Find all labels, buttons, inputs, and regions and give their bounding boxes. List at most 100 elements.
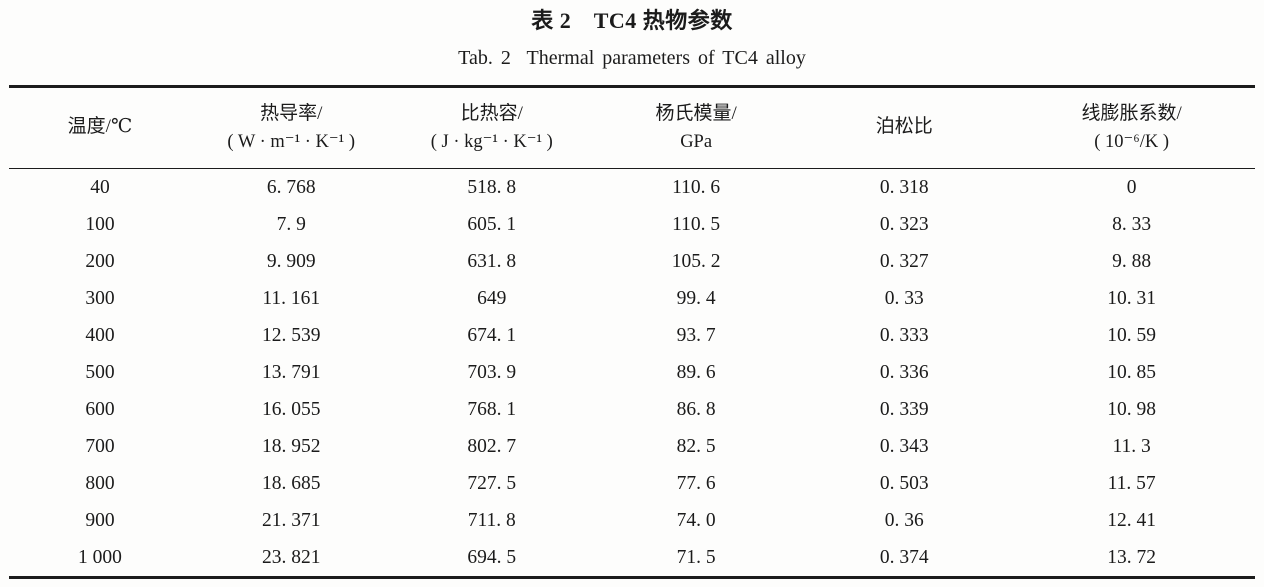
table-cell: 700 bbox=[85, 435, 115, 457]
table-header-row: 温度/℃ 热导率/ ( W · m⁻¹ · K⁻¹ ) 比热容/ ( J · k… bbox=[9, 87, 1255, 169]
table-cell: 649 bbox=[477, 287, 507, 309]
table-cell: 12. 41 bbox=[1107, 509, 1156, 531]
table-cell: 631. 8 bbox=[467, 250, 517, 272]
column-label: 杨氏模量/ bbox=[655, 103, 737, 124]
table-caption-en: Tab. 2 Thermal parameters of TC4 alloy bbox=[458, 47, 806, 69]
table-row: 600 16. 055 768. 1 86. 8 0. 339 10. 98 bbox=[9, 391, 1255, 428]
table-cell: 86. 8 bbox=[676, 398, 716, 420]
column-unit: GPa bbox=[680, 132, 713, 152]
table-cell: 0. 323 bbox=[879, 213, 929, 235]
table-cell: 11. 3 bbox=[1112, 435, 1151, 457]
table-cell: 11. 57 bbox=[1107, 472, 1156, 494]
column-label: 温度/℃ bbox=[67, 115, 133, 137]
table-cell: 71. 5 bbox=[676, 546, 716, 568]
column-header-linear-expansion: 线膨胀系数/ ( 10⁻⁶/K ) bbox=[1008, 87, 1255, 169]
table-cell: 100 bbox=[85, 213, 115, 235]
table-cell: 518. 8 bbox=[467, 176, 517, 198]
table-cell: 0. 327 bbox=[879, 250, 929, 272]
table-cell: 21. 371 bbox=[261, 509, 321, 531]
table-header: 温度/℃ 热导率/ ( W · m⁻¹ · K⁻¹ ) 比热容/ ( J · k… bbox=[9, 87, 1255, 169]
table-cell: 600 bbox=[85, 398, 115, 420]
table-row: 900 21. 371 711. 8 74. 0 0. 36 12. 41 bbox=[9, 502, 1255, 539]
table-cell: 703. 9 bbox=[467, 361, 517, 383]
column-header-specific-heat: 比热容/ ( J · kg⁻¹ · K⁻¹ ) bbox=[392, 87, 593, 169]
table-cell: 768. 1 bbox=[467, 398, 517, 420]
table-cell: 605. 1 bbox=[467, 213, 517, 235]
column-label: 比热容/ bbox=[460, 103, 523, 124]
column-label: 线膨胀系数/ bbox=[1081, 103, 1182, 124]
column-header-temperature: 温度/℃ bbox=[9, 87, 191, 169]
table-cell: 10. 85 bbox=[1107, 361, 1156, 383]
table-cell: 0. 503 bbox=[879, 472, 929, 494]
table-row: 200 9. 909 631. 8 105. 2 0. 327 9. 88 bbox=[9, 243, 1255, 280]
table-row: 40 6. 768 518. 8 110. 6 0. 318 0 bbox=[9, 169, 1255, 207]
table-cell: 77. 6 bbox=[676, 472, 716, 494]
column-header-thermal-conductivity: 热导率/ ( W · m⁻¹ · K⁻¹ ) bbox=[191, 87, 392, 169]
table-row: 500 13. 791 703. 9 89. 6 0. 336 10. 85 bbox=[9, 354, 1255, 391]
column-header-youngs-modulus: 杨氏模量/ GPa bbox=[592, 87, 800, 169]
table-cell: 93. 7 bbox=[676, 324, 716, 346]
table-cell: 12. 539 bbox=[261, 324, 321, 346]
table-captions: 表 2 TC4 热物参数 Tab. 2 Thermal parameters o… bbox=[0, 0, 1264, 71]
table-cell: 74. 0 bbox=[676, 509, 716, 531]
column-unit: ( J · kg⁻¹ · K⁻¹ ) bbox=[430, 132, 553, 152]
table-cell: 13. 791 bbox=[261, 361, 321, 383]
table-cell: 110. 5 bbox=[672, 213, 721, 235]
table-cell: 18. 952 bbox=[261, 435, 321, 457]
table-cell: 711. 8 bbox=[467, 509, 516, 531]
table-row: 100 7. 9 605. 1 110. 5 0. 323 8. 33 bbox=[9, 206, 1255, 243]
table-cell: 10. 98 bbox=[1107, 398, 1156, 420]
table-row: 1 000 23. 821 694. 5 71. 5 0. 374 13. 72 bbox=[9, 539, 1255, 578]
column-header-poissons-ratio: 泊松比 bbox=[800, 87, 1008, 169]
table-cell: 16. 055 bbox=[261, 398, 321, 420]
table-row: 800 18. 685 727. 5 77. 6 0. 503 11. 57 bbox=[9, 465, 1255, 502]
column-unit: ( 10⁻⁶/K ) bbox=[1094, 132, 1170, 152]
table-cell: 9. 88 bbox=[1112, 250, 1152, 272]
column-label: 热导率/ bbox=[260, 103, 323, 124]
table-cell: 82. 5 bbox=[676, 435, 716, 457]
table-cell: 802. 7 bbox=[467, 435, 517, 457]
table-body: 40 6. 768 518. 8 110. 6 0. 318 0 100 7. 9 605. 1… bbox=[9, 169, 1255, 578]
table-row: 400 12. 539 674. 1 93. 7 0. 333 10. 59 bbox=[9, 317, 1255, 354]
table-cell: 300 bbox=[85, 287, 115, 309]
table-cell: 674. 1 bbox=[467, 324, 517, 346]
table-cell: 7. 9 bbox=[276, 213, 306, 235]
table-cell: 727. 5 bbox=[467, 472, 517, 494]
table-cell: 110. 6 bbox=[672, 176, 721, 198]
table-cell: 10. 31 bbox=[1107, 287, 1156, 309]
table-cell: 40 bbox=[90, 176, 110, 198]
table-cell: 500 bbox=[85, 361, 115, 383]
table-cell: 13. 72 bbox=[1107, 546, 1156, 568]
table-cell: 6. 768 bbox=[266, 176, 316, 198]
table-row: 700 18. 952 802. 7 82. 5 0. 343 11. 3 bbox=[9, 428, 1255, 465]
table-cell: 18. 685 bbox=[261, 472, 321, 494]
table-cell: 10. 59 bbox=[1107, 324, 1156, 346]
table-cell: 0. 343 bbox=[879, 435, 929, 457]
table-cell: 0. 339 bbox=[879, 398, 929, 420]
table-cell: 900 bbox=[85, 509, 115, 531]
table-caption-zh: 表 2 TC4 热物参数 bbox=[531, 8, 733, 33]
table-cell: 9. 909 bbox=[266, 250, 316, 272]
table-cell: 200 bbox=[85, 250, 115, 272]
table-cell: 0. 33 bbox=[884, 287, 924, 309]
table-cell: 89. 6 bbox=[676, 361, 716, 383]
table-cell: 0. 374 bbox=[879, 546, 929, 568]
table-cell: 0 bbox=[1126, 176, 1137, 198]
table-cell: 0. 318 bbox=[879, 176, 929, 198]
table-cell: 11. 161 bbox=[262, 287, 321, 309]
table-cell: 99. 4 bbox=[676, 287, 716, 309]
table-cell: 8. 33 bbox=[1112, 213, 1152, 235]
column-label: 泊松比 bbox=[875, 115, 933, 137]
table-cell: 400 bbox=[85, 324, 115, 346]
table-cell: 0. 333 bbox=[879, 324, 929, 346]
thermal-parameters-table: 温度/℃ 热导率/ ( W · m⁻¹ · K⁻¹ ) 比热容/ ( J · k… bbox=[9, 85, 1255, 579]
table-row: 300 11. 161 649 99. 4 0. 33 10. 31 bbox=[9, 280, 1255, 317]
table-cell: 800 bbox=[85, 472, 115, 494]
table-cell: 694. 5 bbox=[467, 546, 517, 568]
table-cell: 0. 36 bbox=[884, 509, 924, 531]
table-cell: 23. 821 bbox=[261, 546, 321, 568]
table-cell: 0. 336 bbox=[879, 361, 929, 383]
table-cell: 1 000 bbox=[78, 546, 122, 568]
table-cell: 105. 2 bbox=[671, 250, 721, 272]
